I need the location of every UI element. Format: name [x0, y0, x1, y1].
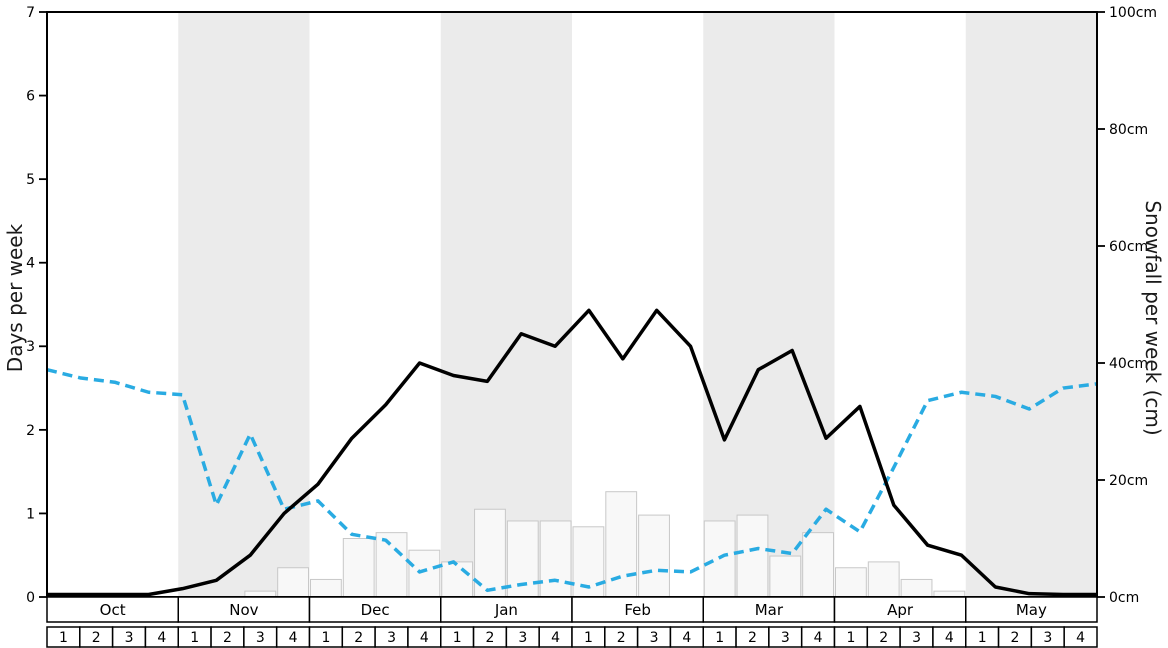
month-label: Nov — [229, 601, 258, 619]
month-label: Feb — [624, 601, 651, 619]
left-tick-label: 7 — [26, 5, 35, 21]
right-tick-label: 0cm — [1109, 590, 1139, 606]
month-cell — [177, 596, 311, 623]
month-band — [440, 12, 572, 597]
right-tick-label: 60cm — [1109, 239, 1148, 255]
snowfall-bar — [638, 514, 670, 598]
week-label: 1 — [190, 630, 199, 646]
left-tick-label: 0 — [26, 590, 35, 606]
snowfall-bar — [900, 578, 933, 598]
snowfall-bar — [769, 555, 802, 598]
month-band — [178, 12, 310, 597]
month-label: Apr — [887, 601, 914, 619]
snowfall-bar — [867, 561, 900, 598]
week-label: 1 — [846, 630, 855, 646]
week-label: 3 — [256, 630, 265, 646]
snowfall-bar — [342, 538, 375, 598]
month-cell — [571, 596, 704, 623]
snowfall-bar — [375, 532, 408, 598]
week-label: 2 — [617, 630, 626, 646]
month-cell — [308, 596, 442, 623]
week-label: 3 — [387, 630, 396, 646]
month-label: Jan — [494, 601, 518, 619]
snowfall-bar — [736, 514, 769, 598]
week-label: 4 — [682, 630, 691, 646]
left-tick-label: 1 — [26, 506, 35, 522]
right-tick-label: 100cm — [1109, 5, 1157, 21]
left-tick-label: 2 — [26, 423, 35, 439]
week-label: 2 — [354, 630, 363, 646]
month-label: Mar — [755, 601, 784, 619]
week-label: 2 — [879, 630, 888, 646]
snow-days-per-week-line — [47, 308, 1097, 597]
week-label: 1 — [321, 630, 330, 646]
snowfall-bar — [441, 561, 474, 598]
week-label: 4 — [157, 630, 166, 646]
month-label: Oct — [100, 601, 126, 619]
week-label: 3 — [518, 630, 527, 646]
week-label: 4 — [420, 630, 429, 646]
month-cell — [702, 596, 836, 623]
month-cell — [440, 596, 573, 623]
week-label: 4 — [551, 630, 560, 646]
week-label: 1 — [715, 630, 724, 646]
week-label: 1 — [59, 630, 68, 646]
snowfall-bar — [605, 491, 638, 598]
month-cell — [965, 596, 1098, 623]
snowfall-bar — [310, 578, 342, 598]
snowfall-bar — [277, 567, 309, 598]
snowfall-bar — [835, 567, 867, 598]
left-tick-label: 5 — [26, 172, 35, 188]
week-label: 4 — [945, 630, 954, 646]
week-label: 3 — [1043, 630, 1052, 646]
month-band — [965, 12, 1097, 597]
week-label: 3 — [781, 630, 790, 646]
month-label: May — [1016, 601, 1047, 619]
left-tick-label: 6 — [26, 88, 35, 104]
week-label: 4 — [814, 630, 823, 646]
week-label: 1 — [584, 630, 593, 646]
week-label: 1 — [453, 630, 462, 646]
snowfall-bar — [408, 549, 441, 598]
week-label: 3 — [125, 630, 134, 646]
snowfall-bar — [539, 520, 572, 598]
week-cell — [1063, 626, 1098, 648]
week-label: 2 — [748, 630, 757, 646]
week-label: 2 — [486, 630, 495, 646]
week-label: 2 — [92, 630, 101, 646]
right-tick-label: 80cm — [1109, 122, 1148, 138]
week-label: 2 — [1011, 630, 1020, 646]
week-label: 3 — [650, 630, 659, 646]
week-label: 1 — [978, 630, 987, 646]
month-band — [703, 12, 835, 597]
right-tick-label: 20cm — [1109, 473, 1148, 489]
dashed-trend-line — [46, 367, 1098, 593]
week-label: 2 — [223, 630, 232, 646]
snowfall-bar — [802, 532, 834, 598]
week-label: 4 — [289, 630, 298, 646]
month-cell — [46, 596, 179, 623]
week-label: 3 — [912, 630, 921, 646]
right-tick-label: 40cm — [1109, 356, 1148, 372]
left-tick-label: 3 — [26, 339, 35, 355]
week-label: 4 — [1076, 630, 1085, 646]
left-tick-label: 4 — [26, 256, 35, 272]
month-label: Dec — [361, 601, 390, 619]
